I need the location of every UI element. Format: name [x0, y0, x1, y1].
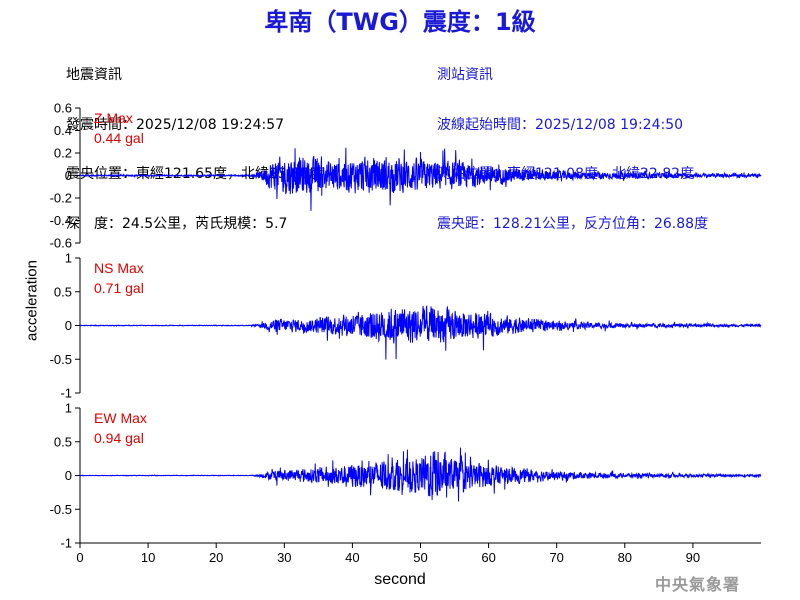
- max-label: EW Max: [94, 410, 147, 426]
- y-tick-label: 0.4: [54, 123, 72, 138]
- max-label: NS Max: [94, 260, 144, 276]
- ns-trace-line: [79, 304, 762, 360]
- quake-location: 震央位置：東經121.65度，北緯23.85度: [66, 166, 324, 182]
- x-tick-label: 80: [618, 550, 632, 565]
- y-tick-label: 1: [65, 251, 72, 266]
- y-tick-label: -0.6: [50, 236, 72, 251]
- x-tick-label: 40: [345, 550, 359, 565]
- y-tick-label: 0.6: [54, 101, 72, 116]
- x-tick-label: 20: [209, 550, 223, 565]
- x-tick-label: 60: [481, 550, 495, 565]
- epicentral-distance: 震央距：128.21公里，反方位角：26.88度: [437, 215, 709, 232]
- x-tick-label: 90: [686, 550, 700, 565]
- max-value: 0.44 gal: [94, 130, 144, 146]
- y-tick-label: 0: [65, 468, 72, 483]
- y-tick-label: 0.2: [54, 146, 72, 161]
- y-axis-label: acceleration: [23, 260, 41, 341]
- x-axis-label: second: [374, 571, 426, 588]
- z-trace-line: [79, 147, 762, 211]
- max-value: 0.94 gal: [94, 430, 144, 446]
- quake-time: 發震時間：2025/12/08 19:24:57: [66, 116, 285, 133]
- quake-info: 地震資訊 發震時間：2025/12/08 19:24:57 震央位置：東經121…: [66, 34, 323, 249]
- max-value: 0.71 gal: [94, 280, 144, 296]
- x-tick-label: 10: [141, 550, 155, 565]
- quake-info-heading: 地震資訊: [66, 67, 122, 83]
- x-tick-label: 50: [413, 550, 427, 565]
- y-tick-label: -0.5: [50, 352, 72, 367]
- y-tick-label: 0: [65, 318, 72, 333]
- y-tick-label: 0: [65, 168, 72, 183]
- page-title: 卑南（TWG）震度：1級: [264, 8, 536, 36]
- waveform-start-time: 波線起始時間：2025/12/08 19:24:50: [437, 116, 684, 133]
- ew-trace-line: [79, 447, 762, 502]
- y-tick-label: 1: [65, 401, 72, 416]
- y-tick-label: 0.5: [54, 284, 72, 299]
- station-info-heading: 測站資訊: [437, 67, 493, 83]
- y-tick-label: -1: [60, 536, 72, 551]
- x-tick-label: 70: [549, 550, 563, 565]
- x-tick-label: 30: [277, 550, 291, 565]
- y-tick-label: -0.4: [50, 213, 72, 228]
- quake-depth-magnitude: 深 度：24.5公里，芮氏規模：5.7: [66, 215, 288, 232]
- y-tick-label: -0.2: [50, 191, 72, 206]
- y-tick-label: 0.5: [54, 434, 72, 449]
- y-tick-label: -1: [60, 386, 72, 401]
- max-label: Z Max: [94, 110, 133, 126]
- cwa-logo-text: 中央氣象署: [655, 575, 741, 594]
- x-tick-label: 0: [76, 550, 83, 565]
- y-tick-label: -0.5: [50, 502, 72, 517]
